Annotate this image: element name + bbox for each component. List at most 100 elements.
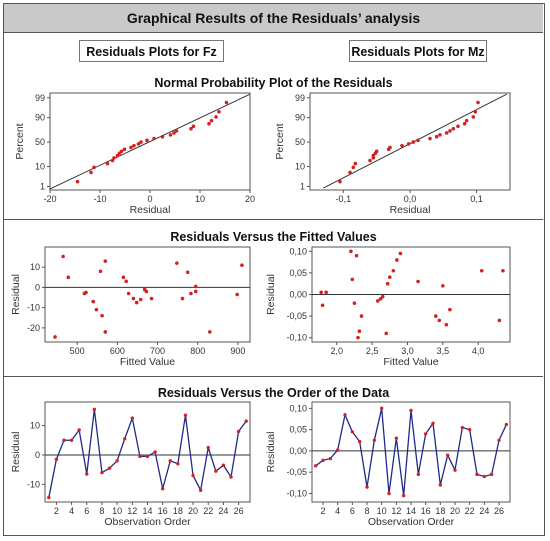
data-point	[122, 147, 127, 152]
x-tick-label: 22	[465, 506, 475, 516]
data-point	[131, 296, 136, 301]
x-tick-label: 2,0	[330, 346, 343, 356]
data-point	[409, 408, 413, 413]
data-point	[153, 450, 157, 454]
data-point	[497, 318, 502, 323]
x-tick-label: 24	[218, 506, 228, 516]
data-point	[121, 275, 126, 280]
data-point	[388, 145, 392, 150]
data-point	[416, 472, 421, 477]
x-axis-label: Residual	[130, 204, 171, 216]
data-point	[107, 466, 112, 470]
x-tick-label: 4	[69, 506, 74, 516]
data-point	[350, 430, 355, 434]
data-point	[69, 438, 74, 442]
data-point	[152, 136, 156, 141]
y-tick-label: 90	[35, 113, 45, 123]
x-tick-label: 20	[450, 506, 460, 516]
data-point	[145, 138, 149, 143]
x-tick-label: 6	[350, 506, 355, 516]
data-point	[235, 292, 239, 297]
data-point	[475, 472, 479, 477]
data-point	[98, 269, 103, 274]
x-tick-label: 18	[435, 506, 445, 516]
data-point	[353, 161, 358, 166]
data-point	[451, 126, 456, 131]
data-point	[448, 129, 452, 133]
data-point	[504, 422, 509, 427]
data-point	[191, 473, 195, 478]
data-point	[319, 290, 323, 295]
x-tick-label: 12	[127, 506, 137, 516]
data-point	[193, 289, 198, 294]
data-point	[434, 134, 439, 139]
data-point	[62, 438, 66, 442]
data-point	[209, 118, 214, 123]
data-point	[453, 468, 457, 472]
y-tick-label: 10	[35, 162, 45, 172]
x-tick-label: 12	[391, 506, 401, 516]
data-point	[149, 296, 154, 301]
data-point	[464, 118, 469, 123]
data-point	[489, 472, 494, 477]
data-point	[357, 329, 362, 334]
x-tick-label: 600	[110, 346, 125, 356]
data-point	[444, 322, 449, 327]
data-point	[460, 425, 465, 430]
normal-probability-plot-fz: -20 -10 0 10 20 1 10 50 90 99 Residual Percent	[14, 92, 255, 216]
y-axis-label: Percent	[274, 123, 286, 159]
residuals-vs-fitted-plot-fz: 500 600 700 800 900 -20 -10 0 10 Fitted Value Resi…	[10, 246, 251, 368]
data-point	[100, 313, 104, 318]
x-tick-label: 2	[54, 506, 59, 516]
x-tick-label: 16	[158, 506, 168, 516]
plot-area	[44, 401, 251, 503]
x-tick-label: 800	[190, 346, 205, 356]
data-point	[160, 487, 165, 491]
data-point	[324, 290, 328, 295]
x-tick-label: 8	[364, 506, 369, 516]
data-point	[100, 470, 104, 475]
data-point	[352, 301, 357, 305]
data-point	[89, 170, 93, 175]
data-point	[497, 438, 501, 442]
series-line	[315, 408, 507, 496]
data-point	[423, 432, 428, 436]
data-point	[124, 279, 128, 284]
data-point	[136, 142, 141, 146]
x-tick-label: 14	[406, 506, 416, 516]
data-point	[335, 448, 340, 452]
y-tick-label: 50	[35, 137, 45, 147]
data-point	[437, 318, 442, 323]
data-point	[94, 307, 99, 312]
data-point	[387, 491, 391, 496]
data-point	[176, 462, 180, 466]
y-tick-label: 50	[295, 137, 305, 147]
data-point	[431, 421, 435, 425]
x-tick-label: 26	[494, 506, 504, 516]
data-point	[138, 454, 142, 459]
x-tick-label: 8	[99, 506, 104, 516]
x-tick-label: 4,0	[472, 346, 485, 356]
data-point	[224, 100, 229, 105]
x-tick-label: 14	[142, 506, 152, 516]
data-point	[61, 254, 65, 259]
data-point	[501, 268, 505, 273]
x-tick-label: 0,0	[404, 194, 417, 204]
data-point	[384, 331, 389, 336]
x-tick-label: -10	[93, 194, 106, 204]
x-tick-label: 0,1	[470, 194, 483, 204]
data-point	[47, 495, 51, 500]
y-tick-label: 0	[35, 450, 40, 460]
data-point	[53, 335, 57, 339]
data-point	[132, 143, 136, 148]
data-point	[387, 275, 392, 280]
data-point	[411, 140, 416, 144]
data-point	[75, 179, 80, 184]
data-point	[191, 124, 196, 129]
data-point	[445, 453, 450, 457]
data-point	[208, 330, 212, 334]
data-point	[189, 291, 193, 296]
data-point	[229, 475, 233, 479]
data-point	[185, 270, 190, 275]
data-point	[160, 134, 165, 139]
